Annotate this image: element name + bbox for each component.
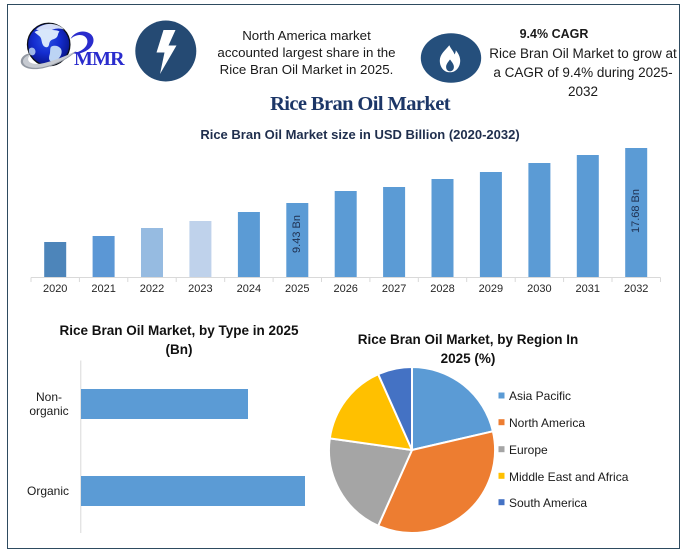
svg-text:9.43 Bn: 9.43 Bn (291, 215, 303, 253)
svg-text:17.68 Bn: 17.68 Bn (630, 189, 642, 233)
svg-text:MMR: MMR (74, 48, 125, 70)
